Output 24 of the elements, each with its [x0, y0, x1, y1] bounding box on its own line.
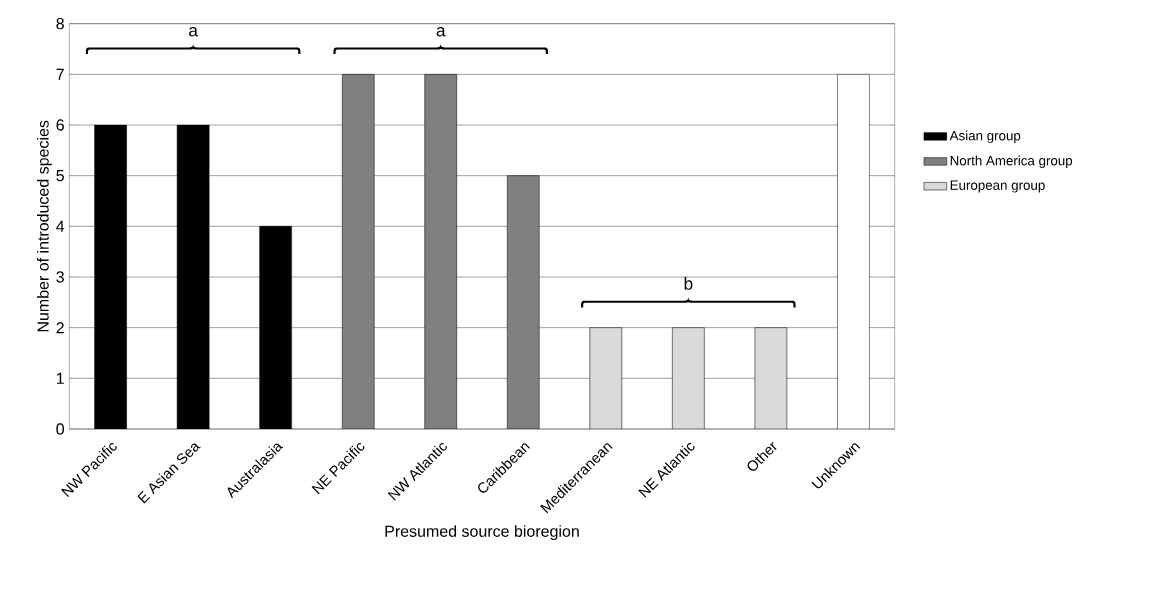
y-axis-title: Number of introduced species: [37, 120, 52, 332]
y-tick-label: 2: [56, 322, 64, 334]
bar: [424, 74, 458, 429]
bar: [754, 327, 788, 429]
y-tick-label: 4: [56, 220, 65, 232]
y-tick-label: 1: [56, 372, 64, 384]
annotation: a: [189, 26, 198, 37]
y-tick-label: 6: [56, 119, 64, 131]
y-tick-label: 0: [56, 423, 65, 435]
y-tick-label: 3: [56, 271, 64, 283]
x-axis-title: Presumed source bioregion: [385, 525, 579, 541]
legend-label: North America group: [950, 155, 1073, 169]
y-tick-label: 8: [56, 18, 64, 30]
annotation: b: [684, 277, 693, 290]
legend-label: Asian group: [949, 130, 1021, 144]
bar: [837, 74, 870, 429]
y-tick-label: 7: [56, 68, 64, 80]
bar: [341, 74, 375, 429]
bar: [672, 327, 705, 429]
legend-label: European group: [950, 180, 1045, 193]
bar: [589, 327, 623, 429]
bar: [507, 175, 540, 429]
annotation: a: [436, 26, 446, 37]
y-tick-label: 5: [56, 170, 64, 182]
